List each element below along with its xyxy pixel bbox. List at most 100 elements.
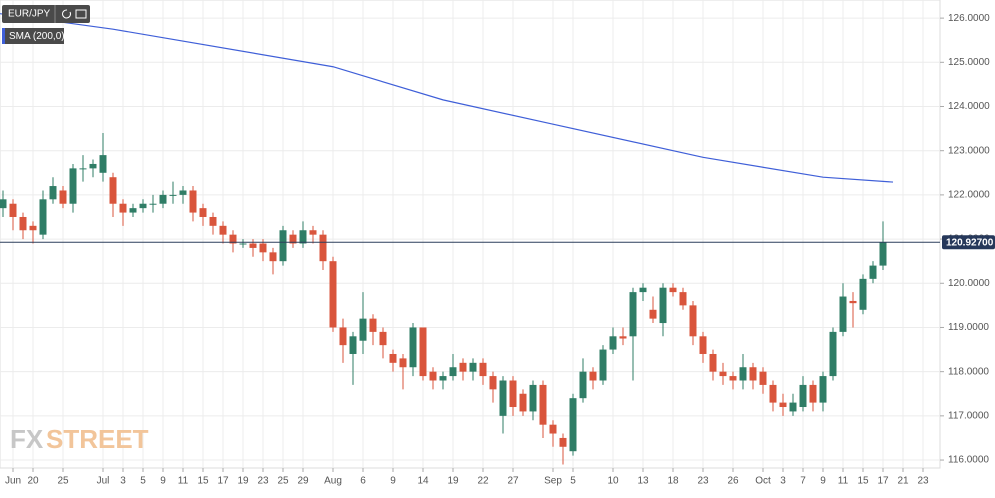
candle-body bbox=[739, 367, 747, 381]
current-price-label: 120.92700 bbox=[946, 237, 994, 248]
candle-body bbox=[249, 243, 257, 248]
candle-body bbox=[139, 203, 147, 209]
x-tick-label: 11 bbox=[838, 476, 849, 487]
candle-body bbox=[399, 358, 407, 368]
candle-body bbox=[179, 190, 187, 195]
x-tick-label: 17 bbox=[877, 476, 889, 487]
candle-body bbox=[709, 353, 717, 372]
y-tick-label: 120.0000 bbox=[948, 278, 990, 289]
candle-body bbox=[329, 261, 337, 328]
candle-body bbox=[59, 190, 67, 204]
candle-body bbox=[109, 177, 117, 204]
x-tick-label: 19 bbox=[237, 476, 249, 487]
x-tick-label: Jul bbox=[97, 476, 110, 487]
symbol-label: EUR/JPY bbox=[8, 9, 51, 20]
watermark-street: STREET bbox=[46, 424, 149, 454]
y-tick-label: 117.0000 bbox=[948, 410, 989, 421]
candle-body bbox=[299, 230, 307, 244]
x-tick-label: 23 bbox=[257, 476, 269, 487]
candle-body bbox=[29, 225, 37, 231]
x-tick-label: 20 bbox=[27, 476, 39, 487]
x-tick-label: 13 bbox=[637, 476, 649, 487]
candle-body bbox=[639, 287, 647, 293]
candle-body bbox=[209, 216, 217, 226]
x-tick-label: 14 bbox=[417, 476, 429, 487]
x-tick-label: 23 bbox=[917, 476, 929, 487]
x-tick-label: 25 bbox=[57, 476, 69, 487]
indicator-box[interactable] bbox=[2, 28, 64, 44]
y-tick-label: 124.0000 bbox=[948, 101, 990, 112]
x-tick-label: 29 bbox=[297, 476, 309, 487]
candle-body bbox=[419, 327, 427, 377]
candle-body bbox=[569, 398, 577, 452]
candle-body bbox=[439, 376, 447, 381]
candle-body bbox=[349, 336, 357, 354]
x-tick-label: 19 bbox=[447, 476, 459, 487]
x-tick-label: 23 bbox=[697, 476, 709, 487]
candle-body bbox=[779, 402, 787, 408]
x-tick-label: 21 bbox=[897, 476, 909, 487]
candle-body bbox=[759, 371, 767, 385]
x-tick-label: 3 bbox=[120, 476, 126, 487]
candle-body bbox=[689, 305, 697, 337]
x-tick-label: 9 bbox=[160, 476, 166, 487]
candle-body bbox=[869, 265, 877, 279]
candle-body bbox=[769, 384, 777, 403]
candle-body bbox=[289, 234, 297, 244]
plot-area bbox=[0, 0, 941, 469]
candle-body bbox=[279, 230, 287, 262]
candle-body bbox=[539, 384, 547, 425]
candle-body bbox=[879, 242, 887, 266]
candle-body bbox=[699, 336, 707, 354]
x-tick-label: 9 bbox=[390, 476, 396, 487]
y-tick-label: 123.0000 bbox=[948, 145, 990, 156]
candle-body bbox=[79, 168, 87, 170]
candle-body bbox=[719, 371, 727, 377]
candle-body bbox=[409, 327, 417, 368]
candle-body bbox=[679, 292, 687, 306]
candle-body bbox=[749, 367, 757, 381]
calendar-icon[interactable] bbox=[75, 9, 87, 19]
x-tick-label: 10 bbox=[607, 476, 619, 487]
x-tick-label: Sep bbox=[544, 476, 562, 487]
x-tick-label: 17 bbox=[217, 476, 229, 487]
candle-body bbox=[129, 208, 137, 213]
y-tick-label: 126.0000 bbox=[948, 13, 990, 24]
candle-body bbox=[369, 318, 377, 332]
candle-body bbox=[849, 300, 857, 304]
candle-body bbox=[199, 208, 207, 217]
candle-body bbox=[489, 376, 497, 390]
candle-body bbox=[319, 234, 327, 262]
symbol-box[interactable] bbox=[2, 5, 90, 23]
candle-body bbox=[579, 371, 587, 399]
candle-body bbox=[389, 353, 397, 363]
y-tick-label: 118.0000 bbox=[948, 366, 989, 377]
candle-body bbox=[839, 296, 847, 332]
candle-body bbox=[809, 384, 817, 403]
refresh-icon[interactable] bbox=[62, 9, 71, 19]
candle-body bbox=[819, 376, 827, 403]
candle-body bbox=[449, 367, 457, 377]
candle-body bbox=[9, 203, 17, 217]
candle-body bbox=[429, 371, 437, 381]
candle-body bbox=[159, 194, 167, 204]
y-tick-label: 119.0000 bbox=[948, 322, 989, 333]
x-tick-label: 26 bbox=[727, 476, 739, 487]
candle-body bbox=[509, 380, 517, 408]
candle-body bbox=[309, 230, 317, 235]
x-tick-label: 7 bbox=[800, 476, 806, 487]
y-tick-label: 116.0000 bbox=[948, 455, 989, 466]
candle-body bbox=[119, 203, 127, 213]
candle-body bbox=[479, 362, 487, 377]
x-tick-label: 5 bbox=[140, 476, 146, 487]
candle-body bbox=[149, 203, 157, 205]
x-tick-label: 25 bbox=[277, 476, 289, 487]
candle-body bbox=[379, 331, 387, 346]
x-tick-label: 15 bbox=[197, 476, 209, 487]
y-tick-label: 122.0000 bbox=[948, 190, 990, 201]
candle-body bbox=[729, 376, 737, 381]
candle-body bbox=[239, 243, 247, 245]
indicator-swatch bbox=[2, 28, 5, 44]
